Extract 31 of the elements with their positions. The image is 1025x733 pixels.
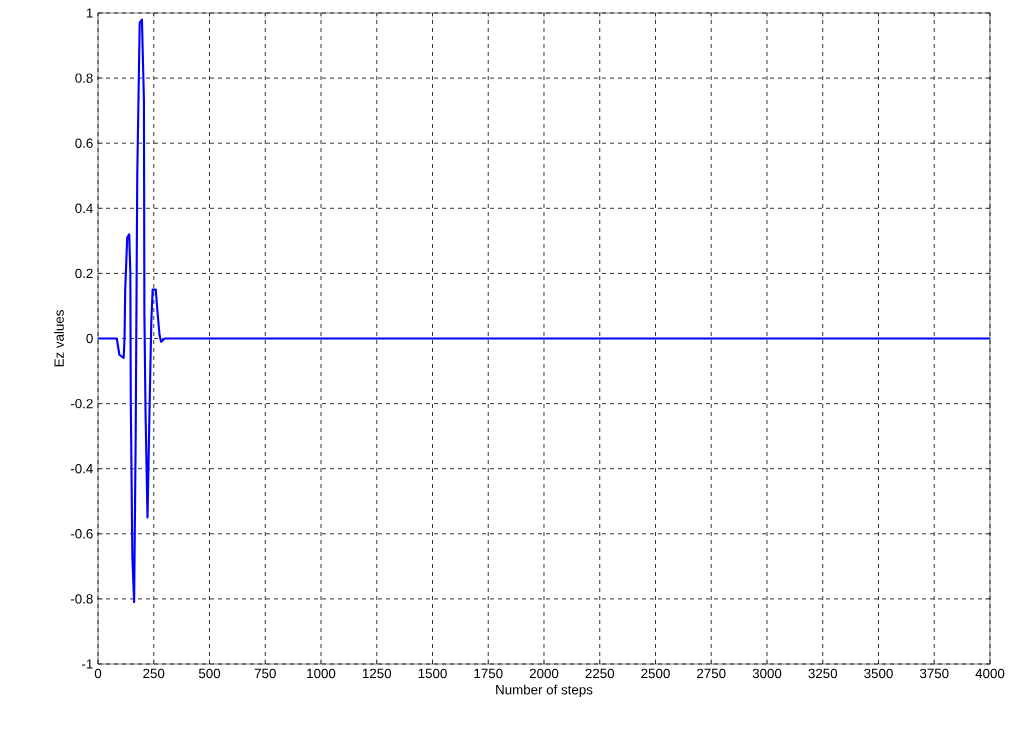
x-tick-label: 2750 [697, 668, 726, 679]
y-tick-label: 0.8 [75, 73, 93, 83]
x-tick-label: 3250 [808, 668, 838, 679]
x-tick-label: 500 [198, 668, 221, 679]
y-tick-label: -0.8 [70, 594, 93, 604]
y-tick-label: -0.6 [70, 529, 93, 539]
x-tick-label: 1000 [307, 668, 336, 679]
y-tick-label: -0.4 [70, 463, 93, 474]
x-tick-label: 4000 [975, 668, 1005, 679]
x-axis-title: Number of steps [496, 684, 593, 698]
y-axis-title: Ez values [54, 310, 64, 367]
x-tick-label: 0 [94, 668, 102, 679]
x-tick-label: 750 [254, 668, 276, 679]
y-tick-label: 0 [86, 333, 93, 344]
y-tick-label: 1 [86, 8, 93, 18]
x-tick-label: 2000 [529, 668, 559, 679]
y-tick-label: 0.4 [75, 203, 93, 214]
x-tick-label: 250 [143, 668, 165, 679]
x-tick-label: 2500 [641, 668, 670, 679]
y-tick-label: -1 [82, 659, 93, 669]
line-series [98, 18, 990, 604]
x-tick-label: 2250 [585, 668, 615, 679]
x-tick-label: 1750 [474, 668, 503, 679]
y-tick-label: -0.2 [70, 398, 93, 409]
y-tick-label: 0.6 [75, 138, 93, 148]
x-tick-label: 3500 [864, 668, 893, 679]
x-tick-label: 3000 [752, 668, 782, 679]
x-tick-label: 3750 [919, 668, 949, 679]
y-tick-label: 0.2 [75, 268, 93, 279]
x-tick-label: 1500 [418, 668, 447, 679]
x-tick-label: 1250 [362, 668, 392, 679]
